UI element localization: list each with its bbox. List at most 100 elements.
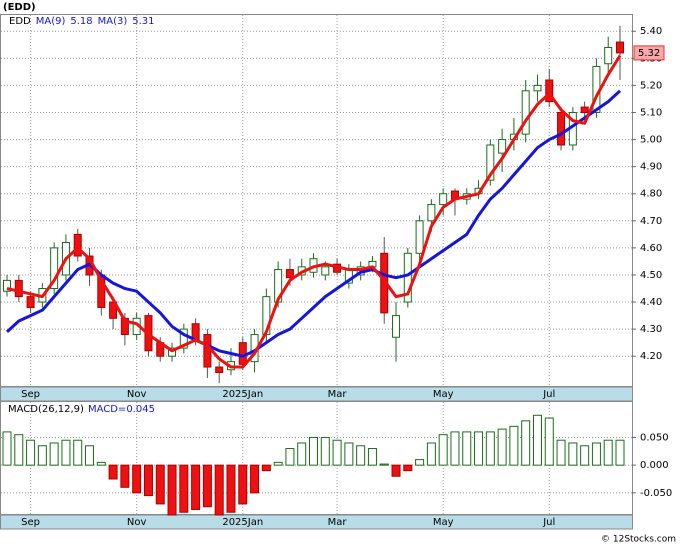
macd-bar [14, 434, 24, 466]
y-tick-label: 4.20 [640, 351, 662, 362]
legend-value: 5.18 [70, 16, 92, 27]
x-tick-label: May [433, 389, 454, 400]
candle-body [403, 252, 412, 303]
x-tick-label: May [433, 517, 454, 528]
macd-bar [179, 464, 189, 513]
candle-body [73, 233, 82, 257]
macd-bar [73, 439, 83, 466]
macd-bar [591, 442, 601, 466]
macd-bar [344, 442, 354, 466]
candle [498, 128, 507, 173]
macd-bar [485, 431, 495, 466]
candle [486, 139, 495, 186]
macd-bar [603, 439, 613, 466]
y-tick-label: 5.20 [640, 80, 662, 91]
macd-bar [61, 439, 71, 466]
macd-bar [474, 431, 484, 466]
copyright: © 12Stocks.com [601, 535, 676, 545]
candle [545, 69, 554, 108]
legend-text: 0.045 [126, 404, 155, 415]
legend-ticker: EDD [9, 16, 31, 27]
x-tick-label: Jul [542, 517, 555, 528]
macd-bar [273, 461, 283, 466]
ma-line [5, 89, 622, 358]
legend-name: MA(3) [98, 16, 128, 27]
candle [14, 274, 23, 303]
macd-bar [120, 464, 130, 488]
macd-bar [214, 464, 224, 516]
candle [415, 215, 424, 262]
y-tick-label: 5.10 [640, 107, 662, 118]
macd-bar [132, 464, 142, 494]
y-tick-label: 0.000 [640, 460, 669, 471]
chart-title: (EDD) [3, 2, 36, 13]
x-tick-label: Jul [542, 389, 555, 400]
price-label: 5.32 [638, 48, 660, 59]
macd-bar [202, 464, 212, 508]
candle [392, 302, 401, 362]
macd-bar [250, 464, 260, 494]
x-tick-label: Sep [21, 517, 40, 528]
candle [403, 247, 412, 308]
x-tick-label: 2025Jan [222, 517, 263, 528]
y-tick-label: 4.30 [640, 324, 662, 335]
candle-body [203, 334, 212, 368]
macd-bar [49, 442, 59, 466]
macd-bar [143, 464, 153, 497]
macd-bar [191, 464, 201, 510]
y-tick-label: 4.40 [640, 297, 662, 308]
macd-bar [379, 463, 389, 466]
macd-bar [615, 439, 625, 466]
candle-body [545, 79, 554, 103]
x-tick-label: Mar [328, 517, 348, 528]
candle [616, 25, 624, 80]
y-tick-label: 0.050 [640, 432, 669, 443]
macd-bar [37, 445, 47, 466]
x-tick-label: Mar [328, 389, 348, 400]
macd-bar [415, 459, 425, 466]
x-tick-label: 2025Jan [222, 389, 263, 400]
macd-bar [108, 464, 118, 480]
macd-bar [568, 442, 578, 466]
candle-body [604, 46, 613, 65]
macd-bar [2, 431, 12, 466]
x-tick-label: Nov [127, 389, 147, 400]
candle-body [616, 41, 624, 54]
y-tick-label: 4.70 [640, 216, 662, 227]
macd-bar [403, 464, 413, 472]
candle-body [3, 279, 11, 292]
x-tick-label: Nov [127, 517, 147, 528]
macd-bar [367, 448, 377, 466]
candle-body [26, 296, 35, 308]
macd-bar [450, 431, 460, 466]
y-tick-label: -0.050 [640, 488, 672, 499]
macd-bar [26, 439, 36, 466]
y-tick-label: 5.00 [640, 135, 662, 146]
macd-bar [356, 445, 366, 466]
candle [179, 323, 188, 354]
macd-bar [544, 417, 554, 466]
candle-body [557, 111, 566, 146]
macd-bar [391, 464, 401, 477]
x-axis-band [0, 514, 633, 530]
candle-body [427, 204, 436, 222]
y-tick-label: 4.50 [640, 270, 662, 281]
macd-bar [285, 448, 295, 466]
price-panel [0, 14, 633, 387]
candle-body [321, 266, 330, 276]
legend-text: MACD= [88, 404, 126, 415]
candle [50, 242, 59, 294]
x-tick-label: Sep [21, 389, 40, 400]
macd-bar [426, 442, 436, 466]
candle [604, 36, 613, 75]
candle [557, 107, 566, 151]
macd-bar [462, 431, 472, 466]
y-tick-label: 4.60 [640, 243, 662, 254]
x-axis-band [0, 386, 633, 402]
macd-bar [226, 464, 236, 513]
candle-body [498, 139, 507, 154]
macd-bar [297, 442, 307, 466]
y-tick-label: 5.40 [640, 26, 662, 37]
candle-body [533, 84, 542, 92]
